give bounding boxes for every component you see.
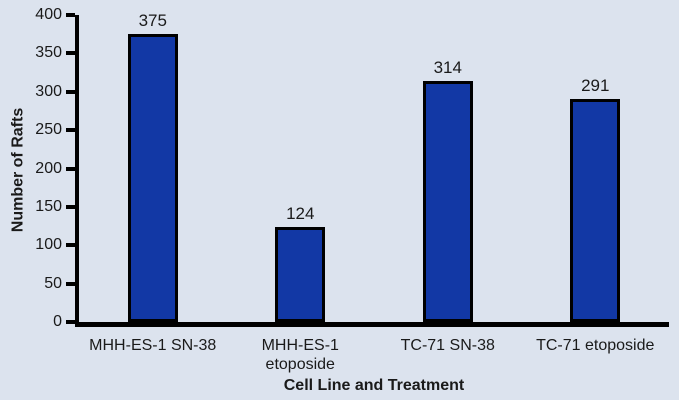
y-tick-mark	[66, 166, 75, 171]
y-tick-label: 250	[35, 121, 62, 139]
y-tick-mark	[66, 281, 75, 286]
y-tick-label: 150	[35, 197, 62, 215]
y-tick-mark	[66, 128, 75, 133]
bar-value-label: 124	[286, 204, 315, 223]
bar	[422, 81, 473, 322]
y-tick-label: 0	[53, 313, 62, 330]
y-tick-label: 300	[35, 82, 62, 100]
y-tick-label: 200	[35, 159, 62, 177]
x-category-label: MHH-ES-1 SN-38	[89, 337, 217, 354]
y-tick-mark	[66, 204, 75, 209]
bar-value-label: 375	[138, 11, 167, 30]
y-tick-mark	[66, 51, 75, 56]
x-category-label: TC-71 etoposide	[536, 337, 655, 354]
y-tick-label: 100	[35, 236, 62, 254]
y-tick-mark	[66, 320, 75, 324]
bar-value-label: 291	[581, 76, 610, 95]
y-tick-label: 350	[35, 44, 62, 62]
x-axis-title: Cell Line and Treatment	[283, 377, 465, 394]
bar-value-label: 314	[433, 58, 462, 77]
y-tick-mark	[66, 243, 75, 248]
plot-area	[75, 15, 669, 327]
bar	[570, 99, 621, 322]
x-category-label: MHH-ES-1 etoposide	[261, 337, 339, 373]
y-tick-label: 400	[35, 6, 62, 23]
x-category-label: TC-71 SN-38	[400, 337, 495, 354]
y-tick-mark	[66, 13, 75, 17]
y-tick-label: 50	[44, 274, 62, 292]
bar	[275, 227, 326, 322]
y-tick-mark	[66, 89, 75, 94]
bar	[127, 34, 178, 322]
